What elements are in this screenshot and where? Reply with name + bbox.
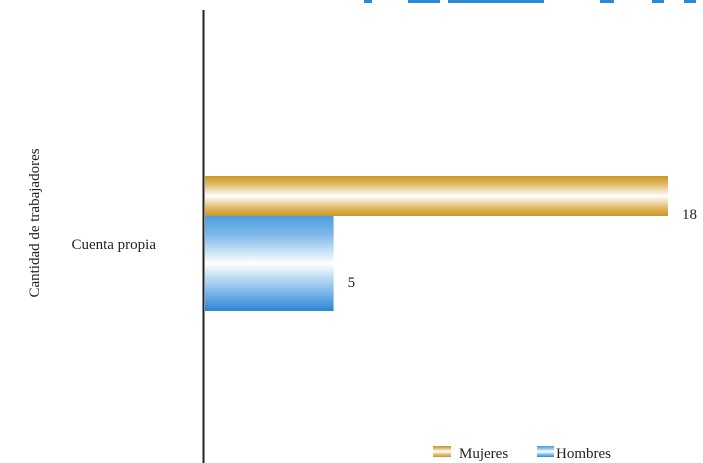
cropped-title-fragment bbox=[362, 0, 703, 3]
legend-swatch-mujeres bbox=[433, 446, 451, 457]
y-axis-label: Cantidad de trabajadores bbox=[27, 148, 43, 297]
legend: Mujeres Hombres bbox=[433, 446, 611, 462]
legend-label-hombres: Hombres bbox=[556, 446, 611, 462]
bar-hombres bbox=[205, 216, 334, 311]
data-label-mujeres: 18 bbox=[682, 207, 697, 223]
legend-label-mujeres: Mujeres bbox=[459, 446, 508, 462]
category-label: Cuenta propia bbox=[71, 237, 156, 253]
bar-mujeres bbox=[205, 176, 668, 216]
legend-swatch-hombres bbox=[537, 446, 554, 457]
data-label-hombres: 5 bbox=[348, 275, 356, 291]
